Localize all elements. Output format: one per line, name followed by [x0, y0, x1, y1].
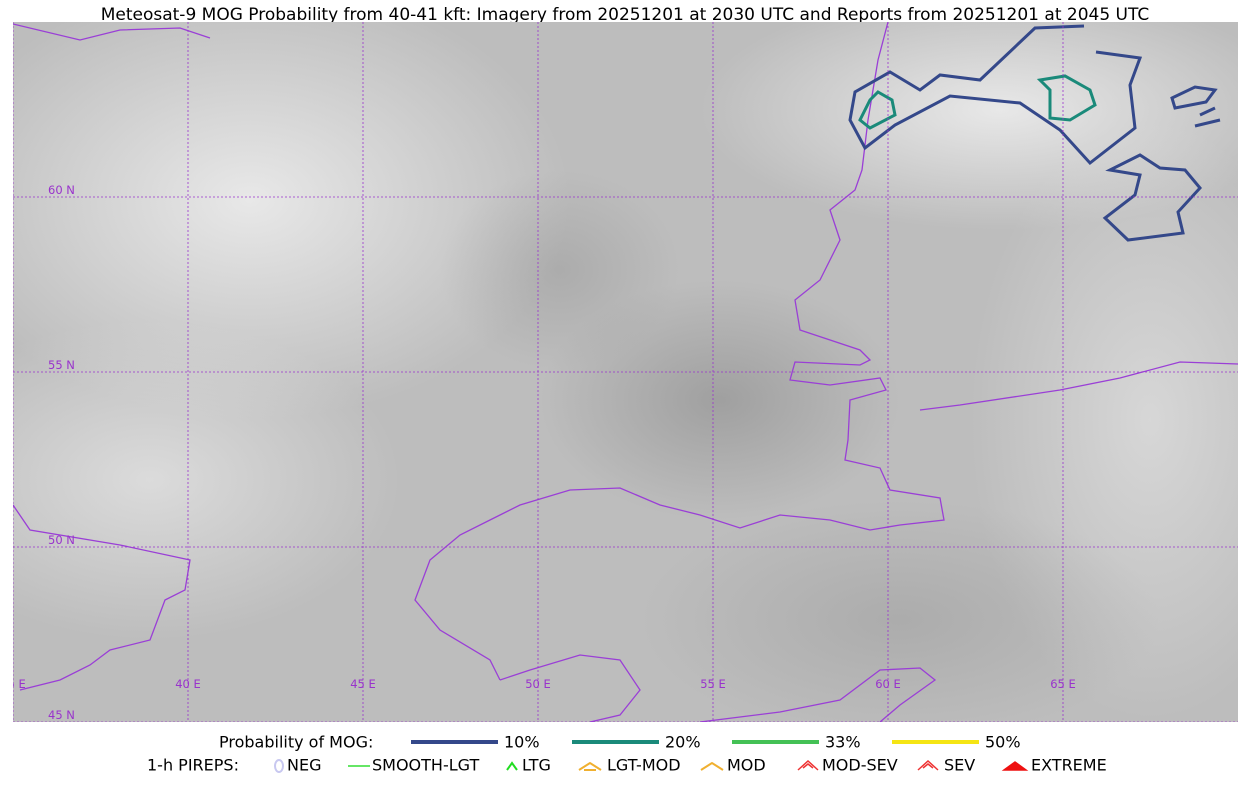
- lat-label: 50 N: [48, 533, 75, 547]
- legend-text: NEG: [287, 756, 321, 775]
- graticule: 60 N 55 N 50 N 45 N 35 E 40 E 45 E 50 E 55 E 60 E…: [0, 22, 1238, 722]
- legend-text: 10%: [504, 733, 540, 752]
- legend-text: LGT-MOD: [607, 756, 681, 775]
- legend-text: 50%: [985, 733, 1021, 752]
- legend-text: LTG: [522, 756, 551, 775]
- lat-label: 60 N: [48, 183, 75, 197]
- legend-label: Probability of MOG:: [219, 733, 373, 752]
- lon-label: 35 E: [0, 677, 26, 691]
- legend-text: EXTREME: [1031, 756, 1107, 775]
- pirep-icon: [917, 759, 939, 771]
- legend-text: SMOOTH-LGT: [372, 756, 479, 775]
- title: Meteosat-9 MOG Probability from 40-41 kf…: [101, 5, 1150, 25]
- legend-text: 20%: [665, 733, 701, 752]
- legend-text: MOD: [727, 756, 766, 775]
- legend-label: 1-h PIREPS:: [147, 756, 239, 775]
- lon-label: 65 E: [1050, 677, 1076, 691]
- legend-text: SEV: [944, 756, 975, 775]
- pirep-icon: [797, 759, 819, 771]
- coastlines: [13, 22, 1238, 722]
- pirep-icon: [700, 761, 724, 771]
- lat-label: 55 N: [48, 358, 75, 372]
- pirep-icon: [506, 761, 518, 771]
- lon-label: 60 E: [875, 677, 901, 691]
- pirep-icon: [578, 761, 602, 771]
- legend: Probability of MOG: 10% 20% 33% 50% 1-h PIREP…: [147, 733, 1107, 775]
- mog-contours: [848, 24, 1221, 242]
- lon-label: 55 E: [700, 677, 726, 691]
- pirep-icon: [1001, 761, 1029, 771]
- legend-text: MOD-SEV: [822, 756, 898, 775]
- lon-label: 40 E: [175, 677, 201, 691]
- lat-label: 45 N: [48, 708, 75, 722]
- pirep-icon: [274, 759, 284, 773]
- lon-label: 45 E: [350, 677, 376, 691]
- legend-text: 33%: [825, 733, 861, 752]
- map: 60 N 55 N 50 N 45 N 35 E 40 E 45 E 50 E 55 E 60 E…: [0, 22, 1238, 722]
- lon-label: 50 E: [525, 677, 551, 691]
